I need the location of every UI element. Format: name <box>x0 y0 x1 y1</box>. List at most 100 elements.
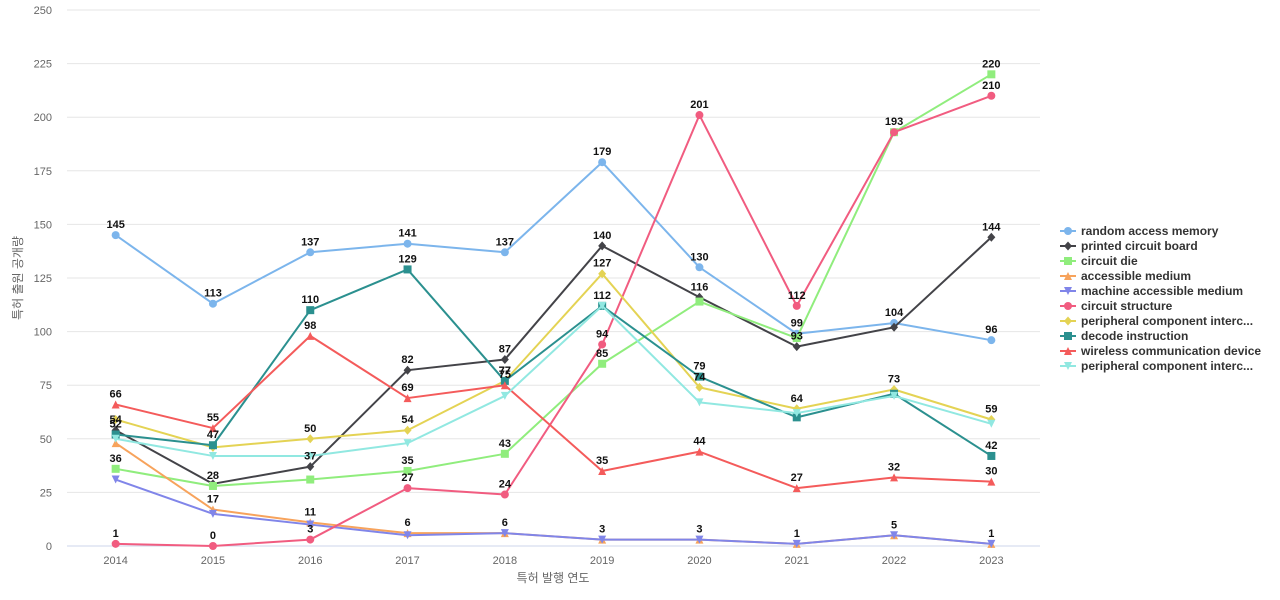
point-marker <box>598 466 607 475</box>
x-tick-label: 2016 <box>298 555 322 567</box>
point-marker <box>111 439 120 448</box>
point-marker <box>598 241 607 251</box>
x-axis-title: 특허 발행 연도 <box>517 570 590 585</box>
data-label: 1 <box>113 528 119 540</box>
data-label: 79 <box>693 361 705 373</box>
point-marker <box>306 535 315 544</box>
legend-item[interactable]: accessible medium <box>1060 269 1191 283</box>
legend-item[interactable]: decode instruction <box>1060 329 1188 343</box>
point-marker <box>598 359 607 368</box>
point-marker <box>1064 257 1072 265</box>
point-marker <box>403 425 412 435</box>
legend-item[interactable]: circuit die <box>1060 254 1138 268</box>
data-label: 35 <box>401 455 413 467</box>
data-label: 112 <box>593 290 611 302</box>
series-2 <box>111 232 996 489</box>
point-marker <box>987 539 996 548</box>
point-marker <box>208 299 217 308</box>
point-marker <box>500 376 509 385</box>
data-label: 87 <box>499 343 511 355</box>
data-label: 6 <box>502 517 508 529</box>
point-marker <box>890 322 899 332</box>
point-marker <box>695 111 704 120</box>
legend-label: machine accessible medium <box>1081 284 1243 298</box>
data-label: 35 <box>596 455 608 467</box>
legend-item[interactable]: machine accessible medium <box>1060 284 1243 298</box>
legend-item[interactable]: random access memory <box>1060 224 1219 238</box>
point-marker <box>598 535 607 544</box>
x-tick-label: 2018 <box>493 555 517 567</box>
data-label: 36 <box>110 453 122 465</box>
data-label: 210 <box>982 80 1000 92</box>
point-marker <box>111 415 120 425</box>
data-label: 54 <box>401 414 414 426</box>
y-tick-label: 225 <box>34 59 52 71</box>
data-label: 98 <box>304 320 316 332</box>
legend-item[interactable]: circuit structure <box>1060 299 1173 313</box>
series-line <box>114 442 993 545</box>
data-label: 0 <box>210 530 216 542</box>
legend-label: circuit die <box>1081 254 1138 268</box>
legend-item[interactable]: peripheral component interc... <box>1060 314 1253 328</box>
point-marker <box>500 490 509 499</box>
point-marker <box>403 265 412 274</box>
data-label: 69 <box>401 382 413 394</box>
series-7 <box>111 269 996 452</box>
series-line <box>114 236 993 485</box>
data-label: 145 <box>106 219 124 231</box>
series-5 <box>111 475 996 548</box>
data-label: 27 <box>791 472 803 484</box>
data-label: 6 <box>404 517 410 529</box>
data-label: 144 <box>982 221 1001 233</box>
point-marker <box>1064 332 1072 340</box>
data-labels: 1451131371411371791309910496543782871401… <box>106 58 1001 542</box>
point-marker <box>792 409 801 418</box>
legend-item[interactable]: peripheral component interc... <box>1060 359 1253 373</box>
data-label: 1 <box>988 528 994 540</box>
y-tick-label: 175 <box>34 166 52 178</box>
series-line <box>114 334 993 490</box>
point-marker <box>695 535 704 544</box>
y-tick-label: 125 <box>34 273 52 285</box>
axes: 특허 발행 연도 특허 출원 공개량 2014 2015 2016 2017 2018 2… <box>11 236 1004 585</box>
data-label: 110 <box>301 294 319 306</box>
series-line <box>114 94 993 547</box>
data-label: 43 <box>499 438 511 450</box>
point-marker <box>987 232 996 242</box>
series-line <box>114 304 993 457</box>
data-label: 220 <box>982 58 1000 70</box>
data-label: 50 <box>304 423 316 435</box>
data-label: 99 <box>791 318 803 330</box>
point-marker <box>306 331 315 340</box>
legend-label: decode instruction <box>1081 329 1188 343</box>
data-label: 24 <box>499 479 512 491</box>
data-label: 94 <box>596 328 609 340</box>
y-tick-label: 0 <box>46 541 52 553</box>
point-marker <box>1064 347 1072 355</box>
point-marker <box>500 391 509 400</box>
y-tick-label: 250 <box>34 5 52 17</box>
data-label: 116 <box>691 281 709 293</box>
legend-item[interactable]: printed circuit board <box>1060 239 1198 253</box>
y-tick-label: 150 <box>34 219 52 231</box>
data-label: 77 <box>499 365 511 377</box>
point-marker <box>1064 227 1072 235</box>
data-label: 74 <box>693 371 706 383</box>
point-marker <box>306 475 315 484</box>
point-marker <box>695 447 704 456</box>
x-tick-label: 2019 <box>590 555 614 567</box>
data-label: 113 <box>204 288 222 300</box>
legend-label: peripheral component interc... <box>1081 359 1253 373</box>
legend-label: peripheral component interc... <box>1081 314 1253 328</box>
y-tick-label: 50 <box>40 434 52 446</box>
point-marker <box>306 434 315 444</box>
legend-item[interactable]: wireless communication device <box>1060 344 1261 358</box>
y-tick-label: 100 <box>34 327 52 339</box>
point-marker <box>1064 362 1072 370</box>
point-marker <box>987 91 996 100</box>
point-marker <box>111 434 120 443</box>
legend-label: printed circuit board <box>1081 239 1198 253</box>
